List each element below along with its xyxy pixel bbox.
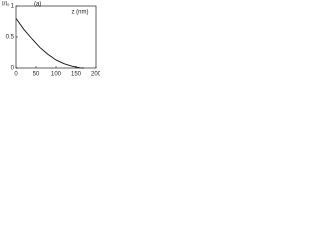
x-tick-label: 100: [51, 72, 62, 78]
y-tick-label: 1: [11, 4, 15, 10]
x-tick-label: 0: [14, 72, 18, 78]
y-tick-label: 0: [11, 66, 15, 72]
x-axis-label: z (nm): [72, 10, 89, 16]
x-tick-label: 200: [91, 72, 100, 78]
data-line: [15, 18, 85, 69]
y-axis-label: I/I₀: [2, 2, 10, 8]
chart: I/I₀ (a) z (nm) 0 0.5 1 0 50 100 150 200: [2, 2, 100, 78]
x-tick-label: 150: [71, 72, 82, 78]
y-tick-label: 0.5: [6, 35, 15, 41]
x-tick-label: 50: [33, 72, 40, 78]
panel-label: (a): [34, 2, 41, 8]
